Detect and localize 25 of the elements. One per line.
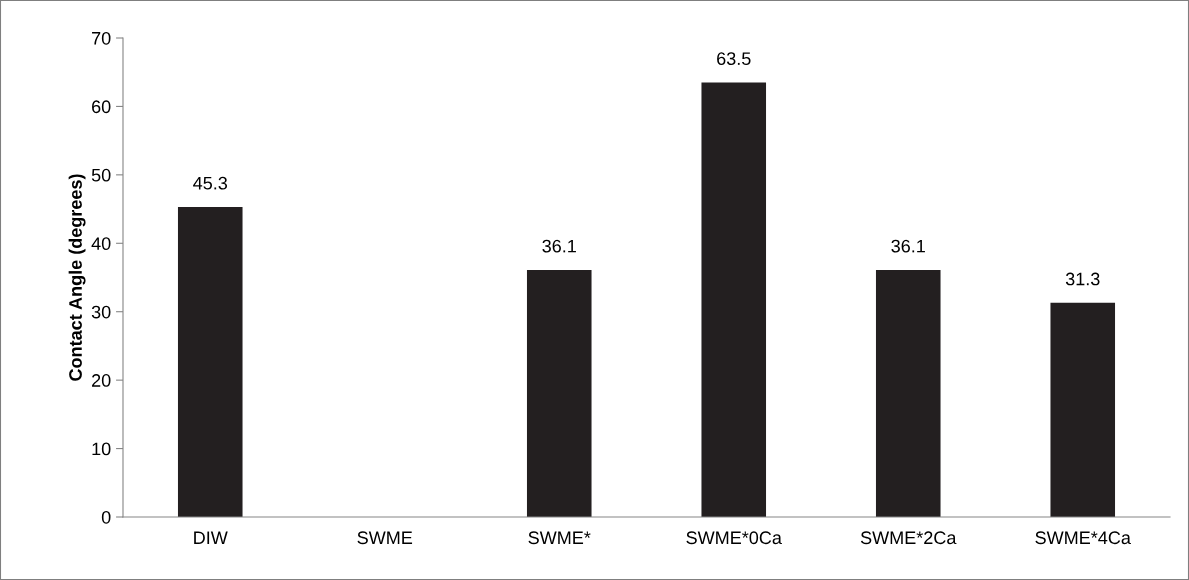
x-tick-label: SWME*2Ca: [860, 531, 957, 545]
y-axis-title: Contact Angle (degrees): [68, 174, 86, 381]
y-tick-label: 50: [91, 168, 111, 182]
bar: [701, 82, 767, 517]
data-label: 45.3: [193, 176, 228, 190]
data-label: 36.1: [542, 239, 576, 253]
y-tick-label: 60: [92, 100, 111, 114]
bar: [1050, 302, 1116, 517]
x-tick-label: SWME*: [528, 531, 591, 545]
x-tick-label: DIW: [194, 531, 228, 544]
y-tick-label: 20: [92, 374, 111, 387]
bar: [875, 269, 941, 517]
y-tick-label: 30: [91, 305, 111, 319]
bar: [526, 269, 592, 517]
data-label: 63.5: [717, 52, 751, 66]
y-tick-label: 0: [101, 510, 111, 524]
data-label: 36.1: [891, 239, 925, 253]
y-tick-label: 10: [92, 442, 111, 456]
y-tick-label: 70: [92, 31, 111, 45]
x-tick-label: SWME: [357, 531, 413, 545]
data-label: 31.3: [1065, 272, 1100, 286]
y-tick-label: 40: [91, 237, 111, 251]
x-tick-label: SWME*4Ca: [1035, 531, 1131, 545]
x-tick-label: SWME*0Ca: [686, 531, 782, 545]
bar: [177, 207, 243, 517]
